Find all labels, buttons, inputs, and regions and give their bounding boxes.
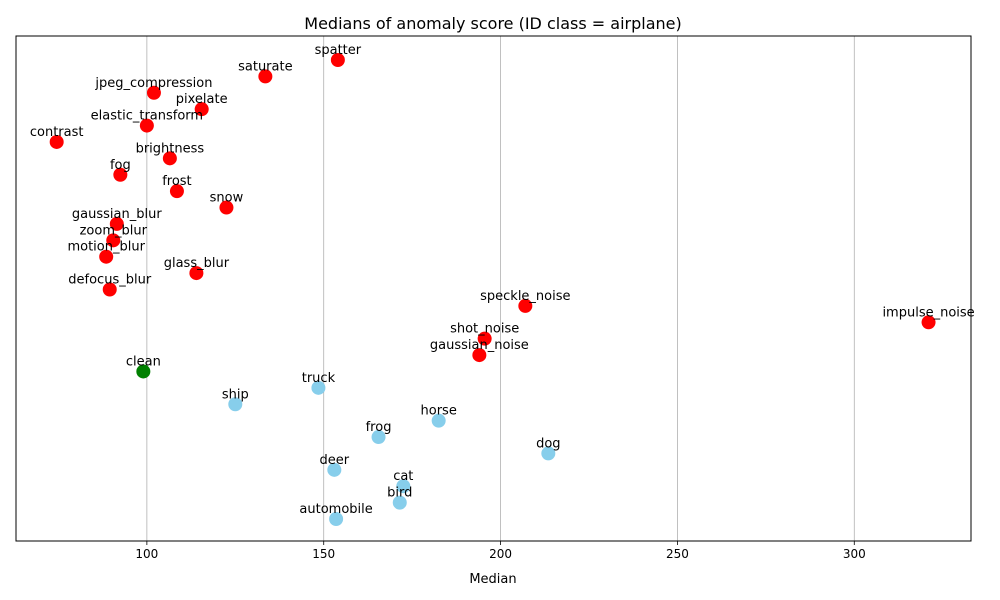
point-elastic-transform	[139, 118, 154, 133]
point-label: dog	[536, 436, 560, 451]
point-label: shot_noise	[450, 322, 519, 337]
point-label: ship	[222, 387, 249, 402]
point-snow	[219, 200, 234, 215]
point-label: clean	[126, 354, 161, 369]
x-axis-ticks: 100 150 200 250 300	[135, 541, 866, 561]
point-automobile	[329, 512, 344, 526]
point-label: contrast	[30, 125, 84, 140]
point-glass-blur	[189, 266, 204, 281]
point-label: deer	[320, 453, 350, 468]
point-zoom-blur	[106, 233, 121, 248]
point-gaussian-noise	[472, 348, 487, 363]
point-dog	[541, 446, 556, 461]
point-defocus-blur	[102, 282, 117, 297]
point-label: automobile	[299, 502, 372, 517]
x-tick-label: 150	[312, 547, 335, 561]
point-label: saturate	[238, 59, 292, 74]
plot-frame	[15, 35, 972, 542]
data-points	[49, 53, 936, 526]
x-tick-label: 100	[135, 547, 158, 561]
point-horse	[431, 413, 446, 428]
point-label: truck	[302, 371, 336, 386]
point-label: pixelate	[176, 92, 228, 107]
point-frost	[169, 184, 184, 199]
grid-lines	[146, 36, 855, 541]
point-frog	[371, 430, 386, 445]
point-label: impulse_noise	[882, 305, 974, 320]
point-jpeg-compression	[146, 85, 161, 100]
x-tick-label: 300	[843, 547, 866, 561]
point-brightness	[162, 151, 177, 166]
point-label: frog	[366, 420, 392, 435]
point-label: elastic_transform	[91, 109, 203, 124]
point-label: gaussian_blur	[72, 207, 162, 222]
point-motion-blur	[99, 249, 114, 264]
x-tick-label: 200	[489, 547, 512, 561]
point-contrast	[49, 134, 64, 149]
point-gaussian-blur	[109, 216, 124, 231]
x-tick-label: 250	[666, 547, 689, 561]
point-label: zoom_blur	[80, 223, 148, 238]
point-label: horse	[421, 404, 457, 419]
point-label: jpeg_compression	[94, 76, 212, 91]
point-label: gaussian_noise	[430, 338, 529, 353]
point-fog	[113, 167, 128, 182]
x-axis-label: Median	[469, 572, 516, 587]
point-label: motion_blur	[67, 240, 145, 255]
point-pixelate	[194, 102, 209, 117]
point-spatter	[330, 53, 345, 67]
point-label: defocus_blur	[68, 273, 152, 288]
point-label: speckle_noise	[480, 289, 570, 304]
point-label: bird	[387, 486, 412, 501]
point-bird	[392, 495, 407, 510]
chart-title: Medians of anomaly score (ID class = air…	[304, 14, 681, 33]
point-label: spatter	[315, 43, 362, 58]
point-clean	[136, 364, 151, 379]
point-shot-noise	[477, 331, 492, 346]
point-deer	[327, 462, 342, 477]
point-label: glass_blur	[164, 256, 230, 271]
point-ship	[228, 397, 243, 412]
point-label: fog	[110, 158, 131, 173]
point-label: snow	[210, 191, 244, 206]
point-speckle-noise	[518, 298, 533, 313]
point-impulse-noise	[921, 315, 936, 330]
point-truck	[311, 380, 326, 395]
point-cat	[396, 479, 411, 494]
point-saturate	[258, 69, 273, 84]
point-label: brightness	[136, 141, 205, 156]
point-label: frost	[162, 174, 191, 189]
point-label: cat	[393, 469, 413, 484]
